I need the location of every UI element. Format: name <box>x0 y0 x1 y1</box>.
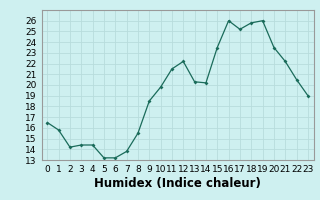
X-axis label: Humidex (Indice chaleur): Humidex (Indice chaleur) <box>94 177 261 190</box>
